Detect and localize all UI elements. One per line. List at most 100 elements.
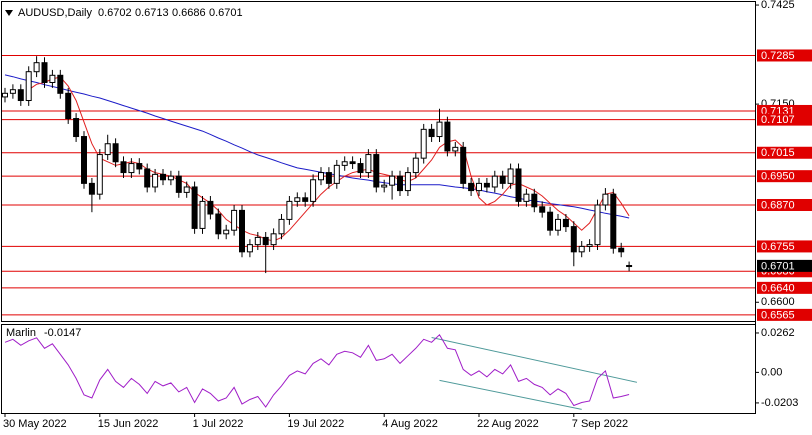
candle-body [262,236,269,246]
candle-body [381,184,388,188]
candle-body [452,146,459,152]
candle-body [373,154,380,188]
candle-body [444,121,451,152]
candle-body [207,200,214,215]
level-label: 0.7107 [761,114,795,126]
candle-body [515,168,522,202]
x-tick-label: 4 Aug 2022 [382,418,438,430]
candle-body [365,154,372,174]
ohlc-value: 0.6701 [209,7,243,19]
candle-body [199,200,206,229]
candle-body [578,245,585,253]
candle-body [96,154,103,195]
candle-body [349,161,356,165]
y-tick-label: 0.6600 [761,296,795,308]
candle-body [167,175,174,181]
candle-body [191,186,198,229]
candle-body [491,175,498,188]
y-tick-label: 0.0262 [761,327,795,339]
candle-body [128,163,135,174]
candle-body [254,236,261,246]
candle-body [618,247,625,253]
indicator-line [4,334,630,408]
x-tick-label: 1 Jul 2022 [193,418,244,430]
chart-title: AUDUSD,Daily [18,7,92,19]
candle-body [428,128,435,138]
level-label: 0.7015 [761,147,795,159]
candle-body [499,175,506,184]
candle-body [523,193,530,202]
candle-body [302,197,309,202]
ohlc-value: 0.6686 [172,7,206,19]
candle-body [333,164,340,184]
candle-body [531,193,538,208]
candle-body [436,121,443,138]
candle-body [41,62,48,84]
level-label-box [757,240,812,253]
candle-body [160,173,166,181]
candle-body [57,74,64,94]
candle-body [483,182,490,188]
candle-body [239,209,245,253]
candle-body [175,175,182,193]
level-label: 0.6565 [761,309,795,321]
candle-body [17,89,24,102]
candle-body [539,206,546,213]
candle-body [626,265,633,268]
indicator-title: Marlin [6,327,36,339]
ohlc-value: 0.6713 [135,7,169,19]
x-tick-label: 15 Jun 2022 [98,418,159,430]
x-tick-label: 22 Aug 2022 [477,418,539,430]
candle-body [270,233,277,246]
level-label-box [757,49,812,62]
level-label-box [757,146,812,159]
level-label-box [757,170,812,183]
candle-body [120,161,127,174]
candle-body [389,175,396,186]
level-label-box [757,198,812,211]
y-tick-label: -0.0203 [761,397,798,409]
axis-layer: 0.74250.71500.66000.72850.71310.71070.70… [3,0,812,430]
candle-body [507,168,514,184]
candle-body [476,182,482,192]
candle-body [2,92,8,98]
candle-body [215,213,222,235]
candle-body [547,211,554,231]
level-label: 0.7285 [761,50,795,62]
level-label-box [757,308,812,321]
y-tick-label: 0.7425 [761,0,795,11]
levels-layer [2,54,755,316]
x-tick-label: 19 Jul 2022 [287,418,344,430]
candle-body [81,136,87,184]
last-price-label: 0.6701 [761,260,795,272]
plot-layer [2,56,638,410]
candle-body [25,71,32,102]
level-label: 0.6950 [761,171,795,183]
level-label: 0.6755 [761,241,795,253]
trend-line [431,336,638,383]
candle-body [397,175,403,192]
candle-body [420,128,427,159]
candle-body [112,143,119,163]
candle-body [286,200,293,220]
ohlc-value: 0.6702 [98,7,132,19]
candle-body [594,204,601,246]
candle-body [325,172,332,184]
candle-body [404,172,411,192]
candle-body [144,168,151,188]
candle-body [246,244,253,253]
level-label: 0.6870 [761,199,795,211]
candle-body [294,197,301,202]
candle-body [152,173,159,188]
candle-body [49,74,56,84]
x-tick-label: 7 Sep 2022 [572,418,628,430]
candle-body [412,157,419,174]
candle-body [468,182,475,192]
candle-body [231,209,238,231]
candle-body [136,163,143,170]
level-label-box [757,281,812,294]
level-label: 0.6640 [761,282,795,294]
indicator-value: -0.0147 [44,327,81,339]
